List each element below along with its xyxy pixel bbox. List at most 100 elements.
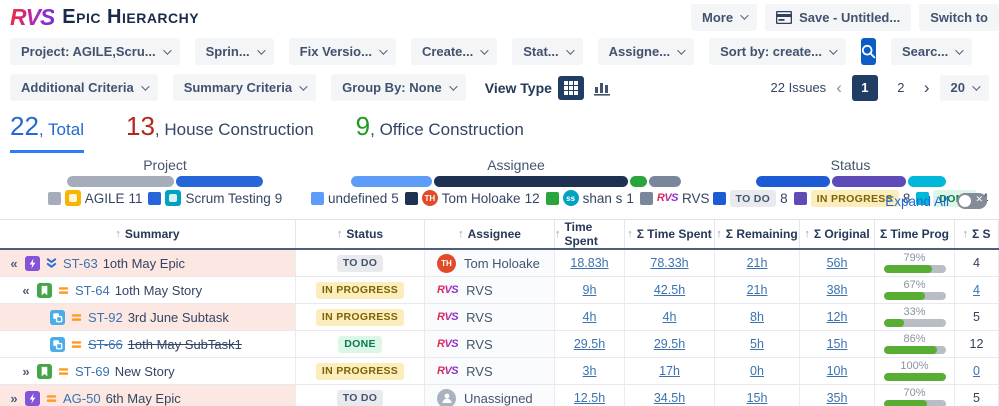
progress-bar [883,292,946,300]
column-header-sum-s[interactable]: ↑ Σ S [955,220,999,248]
sum-original-link[interactable]: 15h [826,337,848,351]
assignee-filter[interactable]: Assigne... [597,38,695,65]
sum-original-link[interactable]: 12h [826,310,848,324]
time-spent-link[interactable]: 4h [582,310,597,324]
switch-to-button[interactable]: Switch to [919,3,999,31]
more-button[interactable]: More [691,3,758,31]
column-header-time-progress[interactable]: Σ Time Prog [875,220,955,248]
collapse-toggle[interactable]: « [10,255,18,271]
collapse-toggle[interactable]: « [22,282,30,298]
issue-key-link[interactable]: ST-92 [88,309,123,325]
column-header-summary[interactable]: ↑ Summary [0,220,296,248]
legend-count: 5 [391,190,399,206]
assignee-distribution-bar [351,176,681,187]
column-header-sum-original[interactable]: ↑ Σ Original [800,220,875,248]
time-spent-link[interactable]: 3h [582,364,597,378]
sum-original-link[interactable]: 35h [826,391,848,405]
project-filter[interactable]: Project: AGILE,Scru... [10,38,180,65]
sum-time-spent-link[interactable]: 78.33h [650,256,689,270]
created-filter[interactable]: Create... [410,38,498,65]
color-chip [712,192,726,205]
chart-view-button[interactable] [589,75,616,100]
sprint-filter[interactable]: Sprin... [194,38,274,65]
expand-all-toggle[interactable]: ✕ [957,193,987,209]
table-row: » ST-69 New Story IN PROGRESS RVS RVS 3h… [0,358,999,385]
fix-version-filter[interactable]: Fix Versio... [288,38,396,65]
chevron-down-icon [140,81,150,91]
sum-time-spent-link[interactable]: 4h [662,310,677,324]
group-by-button[interactable]: Group By: None [331,74,466,101]
expand-toggle[interactable]: » [22,363,30,379]
legend-label: Tom Holoake [441,190,521,206]
additional-criteria-button[interactable]: Additional Criteria [10,74,158,101]
sum-original-link[interactable]: 56h [826,256,848,270]
sum-remaining-link[interactable]: 15h [746,391,768,405]
chevron-down-icon [448,81,458,91]
sum-time-spent-link[interactable]: 17h [659,364,680,378]
sort-arrow-icon: ↑ [555,228,561,240]
issue-key-link[interactable]: AG-50 [63,390,101,406]
legend-item-inprogress[interactable]: IN PROGRESS 8 [793,190,910,207]
issue-key-link[interactable]: ST-64 [75,282,110,298]
time-spent-link[interactable]: 18.83h [570,256,609,270]
prev-page-button[interactable]: ‹ [836,78,842,97]
assignee-name: RVS [466,309,493,325]
group-tabs: 22 , Total 13 , House Construction 9 , O… [0,101,999,153]
sum-remaining-link[interactable]: 8h [750,310,764,324]
time-spent-link[interactable]: 29.5h [573,337,606,351]
sum-time-spent-link[interactable]: 34.5h [653,391,686,405]
avatar-th-icon: TH [437,253,456,273]
save-button[interactable]: Save - Untitled... [765,3,912,31]
legend-item-agile[interactable]: AGILE 11 [47,190,142,206]
sum-remaining-link[interactable]: 0h [750,364,764,378]
time-spent-link[interactable]: 9h [582,283,597,297]
sum-original-link[interactable]: 38h [826,283,848,297]
legend-item-todo[interactable]: TO DO 8 [712,190,788,207]
column-header-sum-time-spent[interactable]: ↑ Σ Time Spent [625,220,715,248]
tab-total[interactable]: 22 , Total [10,111,84,153]
column-header-sum-remaining[interactable]: ↑ Σ Remaining [715,220,800,248]
grid-view-button[interactable] [557,75,584,100]
legend-item-scrum-testing[interactable]: Scrum Testing 9 [148,190,282,206]
sum-remaining-link[interactable]: 5h [750,337,764,351]
issue-key-link[interactable]: ST-69 [75,363,110,379]
legend-label: AGILE [84,190,125,206]
legend-item-tom-holoake[interactable]: TH Tom Holoake 12 [404,190,540,206]
sum-s-link[interactable]: 4 [973,283,980,297]
story-icon [37,282,52,298]
column-header-time-spent[interactable]: ↑ Time Spent [555,220,625,248]
issue-summary: 1oth May Epic [102,255,186,271]
expand-all-link[interactable]: Expand All [885,193,949,209]
summary-criteria-button[interactable]: Summary Criteria [172,74,317,101]
tab-house-construction[interactable]: 13 , House Construction [126,111,314,150]
sum-original-link[interactable]: 10h [826,364,848,378]
legend-item-undefined[interactable]: undefined 5 [310,190,399,206]
tab-office-count: 9 [355,111,371,141]
sum-remaining-link[interactable]: 21h [746,283,768,297]
page-size-select[interactable]: 20 [939,74,989,101]
table-row: « ST-64 1oth May Story IN PROGRESS RVS R… [0,277,999,304]
issue-key-link[interactable]: ST-66 [88,336,123,352]
page-2-button[interactable]: 2 [888,75,914,101]
sum-time-spent-link[interactable]: 29.5h [653,337,686,351]
tab-office-construction[interactable]: 9 , Office Construction [356,111,524,150]
column-header-status[interactable]: ↑ Status [296,220,425,248]
status-filter[interactable]: Stat... [512,38,583,65]
status-filter-label: Stat... [523,44,559,59]
sum-s-link[interactable]: 0 [973,364,980,378]
issue-key-link[interactable]: ST-63 [63,255,98,271]
time-spent-link[interactable]: 12.5h [573,391,606,405]
sum-time-spent-link[interactable]: 42.5h [653,283,686,297]
search-filter[interactable]: Searc... [890,38,973,65]
assignee-name: RVS [466,336,493,352]
legend-count: 1 [626,190,634,206]
sort-arrow-icon: ↑ [804,228,810,240]
expand-toggle[interactable]: » [10,390,18,406]
next-page-button[interactable]: › [923,78,930,97]
sum-remaining-link[interactable]: 21h [746,256,768,270]
column-header-assignee[interactable]: ↑ Assignee [425,220,555,248]
page-1-button[interactable]: 1 [851,74,878,101]
search-button[interactable] [860,38,876,65]
sort-by-filter[interactable]: Sort by: create... [709,38,846,65]
legend-item-shan-s[interactable]: ss shan s 1 [545,190,634,206]
